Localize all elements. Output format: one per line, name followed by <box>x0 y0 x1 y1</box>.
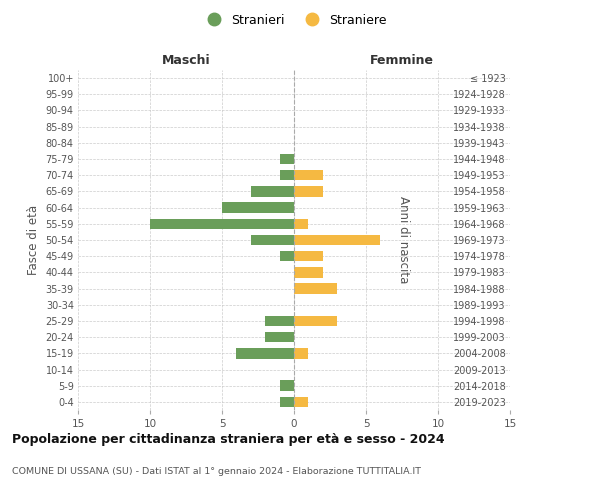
Bar <box>294 251 323 262</box>
Bar <box>150 218 294 229</box>
Bar <box>294 234 380 246</box>
Bar <box>280 380 294 391</box>
Bar <box>294 396 308 407</box>
Bar <box>294 267 323 278</box>
Bar <box>294 186 323 196</box>
Bar <box>294 348 308 358</box>
Bar <box>280 251 294 262</box>
Text: Femmine: Femmine <box>370 54 434 67</box>
Legend: Stranieri, Straniere: Stranieri, Straniere <box>196 8 392 32</box>
Bar <box>236 348 294 358</box>
Bar <box>294 170 323 180</box>
Bar <box>222 202 294 213</box>
Y-axis label: Anni di nascita: Anni di nascita <box>397 196 410 284</box>
Bar <box>280 170 294 180</box>
Bar <box>280 396 294 407</box>
Bar <box>294 284 337 294</box>
Bar <box>265 332 294 342</box>
Bar <box>280 154 294 164</box>
Bar <box>265 316 294 326</box>
Text: COMUNE DI USSANA (SU) - Dati ISTAT al 1° gennaio 2024 - Elaborazione TUTTITALIA.: COMUNE DI USSANA (SU) - Dati ISTAT al 1°… <box>12 468 421 476</box>
Bar <box>251 234 294 246</box>
Bar <box>294 218 308 229</box>
Text: Popolazione per cittadinanza straniera per età e sesso - 2024: Popolazione per cittadinanza straniera p… <box>12 432 445 446</box>
Y-axis label: Fasce di età: Fasce di età <box>27 205 40 275</box>
Bar <box>251 186 294 196</box>
Bar <box>294 316 337 326</box>
Text: Maschi: Maschi <box>161 54 211 67</box>
